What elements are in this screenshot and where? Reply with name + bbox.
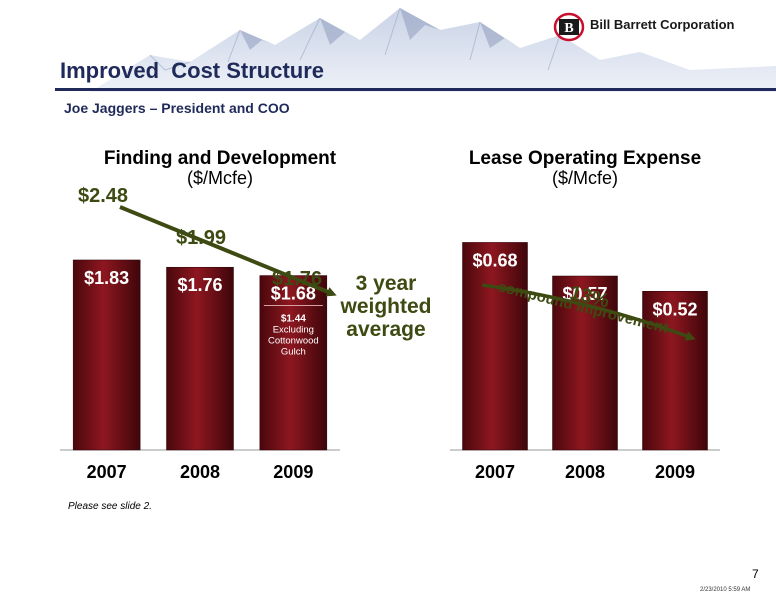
- page-title: Improved Cost Structure: [60, 58, 325, 83]
- loe-tick-label-2008: 2008: [565, 462, 605, 482]
- mountain-banner: [0, 0, 776, 92]
- fd-trend-label-1: $1.99: [176, 227, 226, 249]
- company-logo: B: [553, 12, 585, 42]
- fd-trend-label-0: $2.48: [78, 185, 128, 207]
- fd-value-label-2008: $1.76: [177, 275, 222, 295]
- loe-bar-2009: [642, 291, 708, 451]
- fd-tick-label-2009: 2009: [273, 462, 313, 482]
- loe-trend-arrow: [481, 283, 696, 341]
- company-name: Bill Barrett Corporation: [590, 17, 735, 32]
- footnote: Please see slide 2.: [68, 501, 152, 512]
- fd-trend-arrow: [119, 205, 337, 297]
- loe-bar-2007: [462, 242, 528, 451]
- loe-tick-label-2009: 2009: [655, 462, 695, 482]
- fd-sublabel-value: $1.44: [281, 314, 306, 325]
- timestamp: 2/23/2010 5:59 AM: [700, 587, 751, 593]
- loe-tick-label-2007: 2007: [475, 462, 515, 482]
- fd-tick-label-2008: 2008: [180, 462, 220, 482]
- loe-chart-unit: ($/Mcfe): [551, 168, 618, 188]
- loe-value-label-2007: $0.68: [472, 250, 517, 270]
- fd-bar-2007: [72, 259, 141, 451]
- fd-annotation-line-1: weighted: [339, 295, 431, 318]
- fd-tick-label-2007: 2007: [87, 462, 127, 482]
- loe-value-label-2009: $0.52: [652, 299, 697, 319]
- fd-trend-label-2: $1.76: [272, 268, 322, 290]
- title-divider: [55, 88, 776, 91]
- fd-sublabel-line-2: Gulch: [281, 347, 306, 358]
- fd-bar-2008: [166, 266, 234, 451]
- page-number: 7: [752, 567, 759, 581]
- fd-annotation-line-2: average: [346, 318, 425, 341]
- logo-letter: B: [564, 21, 573, 36]
- fd-sublabel-line-0: Excluding: [273, 325, 314, 336]
- fd-value-label-2007: $1.83: [84, 268, 129, 288]
- fd-annotation-line-0: 3 year: [356, 272, 417, 295]
- loe-chart-title: Lease Operating Expense: [468, 148, 702, 169]
- fd-chart-title: Finding and Development: [103, 148, 337, 169]
- fd-value-label-2009: $1.68: [271, 284, 316, 304]
- fd-sublabel-line-1: Cottonwood: [268, 336, 319, 347]
- fd-bar-2009: [259, 275, 328, 451]
- presenter-line: Joe Jaggers – President and COO: [64, 100, 290, 116]
- fd-chart: $1.83 2007 $1.76 2008 $1.68 2009 $1.44Excludin…: [60, 185, 432, 482]
- fd-chart-unit: ($/Mcfe): [186, 168, 253, 188]
- loe-value-label-2008: $0.57: [562, 284, 607, 304]
